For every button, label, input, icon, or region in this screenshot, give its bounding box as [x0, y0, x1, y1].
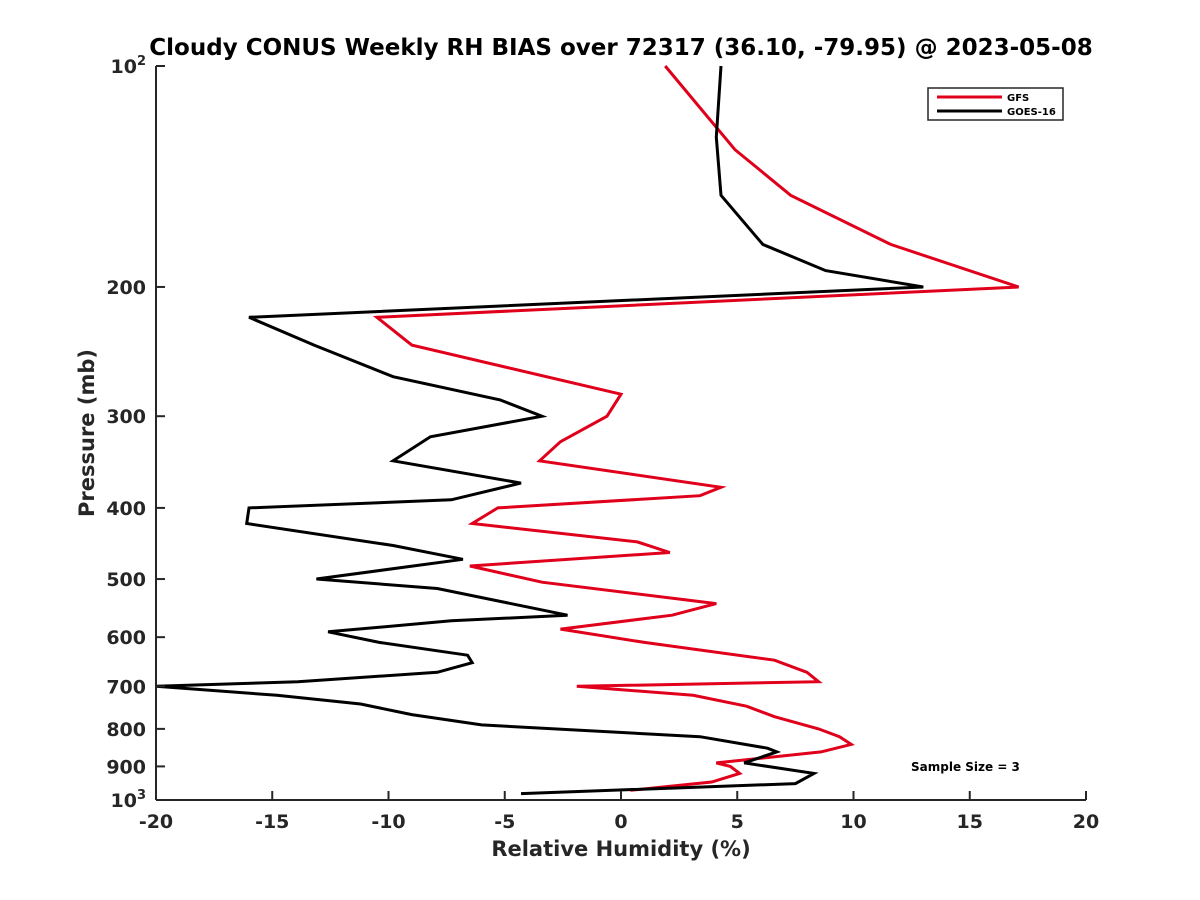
x-tick-label: 5: [731, 811, 744, 833]
y-tick-label: 102: [111, 54, 147, 78]
y-tick-label: 300: [106, 406, 146, 428]
y-tick-label: 800: [106, 719, 146, 741]
y-tick-label: 200: [106, 277, 146, 299]
y-tick-label: 900: [106, 756, 146, 778]
x-tick-label: 10: [840, 811, 866, 833]
y-ticks: 102 200 300 400 500 600 700 800 900 103: [106, 54, 165, 812]
y-tick-label: 500: [106, 569, 146, 591]
x-ticks: -20 -15 -10 -5 0 5 10 15 20: [139, 791, 1099, 833]
legend-label-gfs: GFS: [1007, 93, 1029, 104]
sample-size-annotation: Sample Size = 3: [911, 760, 1020, 774]
legend-label-goes16: GOES-16: [1007, 107, 1056, 118]
series-line-goes16: [155, 65, 924, 796]
x-tick-label: 15: [957, 811, 983, 833]
chart-title: Cloudy CONUS Weekly RH BIAS over 72317 (…: [149, 35, 1092, 61]
x-tick-label: -10: [371, 811, 405, 833]
legend-box: [927, 87, 1064, 121]
x-tick-label: -15: [255, 811, 289, 833]
x-axis-label: Relative Humidity (%): [491, 837, 750, 861]
x-tick-label: 0: [614, 811, 627, 833]
y-tick-label: 600: [106, 627, 146, 649]
x-tick-label: -20: [139, 811, 173, 833]
y-axis-label: Pressure (mb): [75, 349, 99, 517]
y-tick-label: 700: [106, 676, 146, 698]
y-tick-label: 103: [111, 788, 147, 812]
series-line-gfs: [372, 65, 1020, 792]
plot-lines: [155, 65, 1020, 796]
legend: GFS GOES-16: [927, 87, 1064, 121]
x-tick-label: -5: [494, 811, 515, 833]
x-tick-label: 20: [1073, 811, 1099, 833]
y-tick-label: 400: [106, 498, 146, 520]
